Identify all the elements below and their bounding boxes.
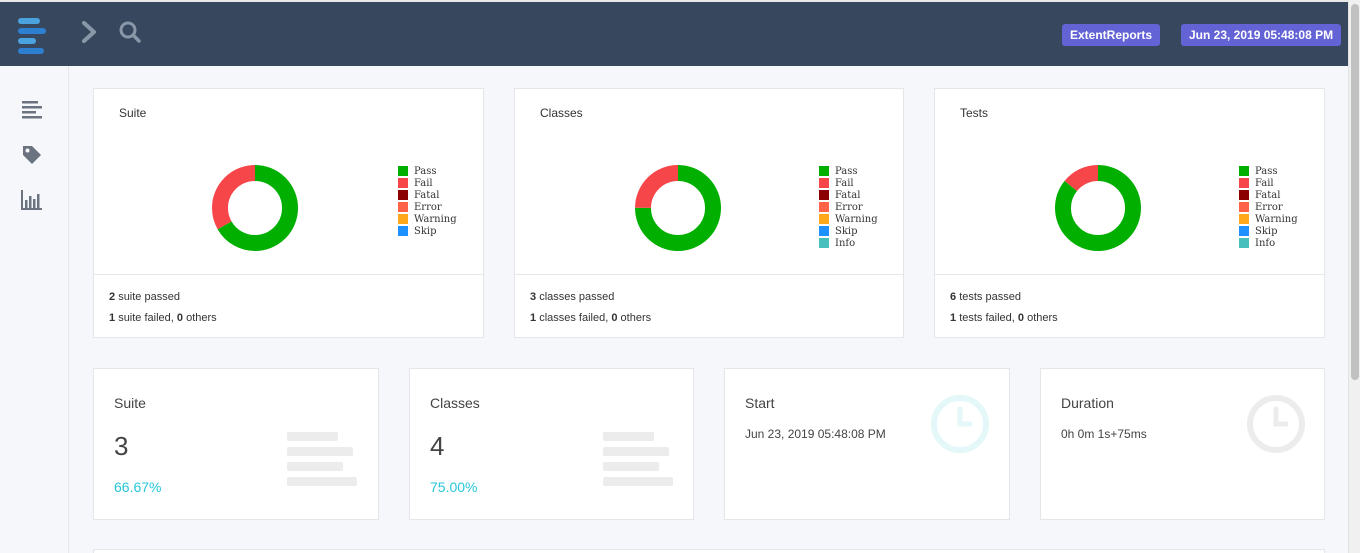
classes-donut-chart[interactable] xyxy=(633,163,723,253)
stat-value: 3 xyxy=(114,431,129,461)
clock-icon xyxy=(931,395,989,453)
stat-value: 4 xyxy=(430,431,445,461)
report-date-badge: Jun 23, 2019 05:48:08 PM xyxy=(1181,24,1342,46)
page-scrollbar[interactable] xyxy=(1348,0,1360,553)
sidebar xyxy=(0,66,69,553)
legend-item-fail: Fail xyxy=(398,177,457,189)
legend-item-skip: Skip xyxy=(819,225,878,237)
duration-stat-card: Duration 0h 0m 1s+75ms xyxy=(1040,368,1325,520)
tests-donut-chart[interactable] xyxy=(1053,163,1143,253)
clock-icon xyxy=(1247,395,1305,453)
card-summary: 3 classes passed 1 classes failed, 0 oth… xyxy=(515,274,903,333)
card-title: Classes xyxy=(540,106,583,120)
next-card-edge xyxy=(93,549,1325,553)
card-summary: 2 suite passed 1 suite failed, 0 others xyxy=(94,274,483,333)
brand-badge: ExtentReports xyxy=(1062,24,1161,46)
suite-chart-card: Suite Pass Fail Fatal Error Warning Skip… xyxy=(93,88,484,338)
legend-item-fatal: Fatal xyxy=(819,189,878,201)
suite-stat-card: Suite 3 66.67% xyxy=(93,368,379,520)
legend-item-fatal: Fatal xyxy=(1239,189,1298,201)
stat-label: Suite xyxy=(114,395,146,411)
fail-slice[interactable] xyxy=(635,165,721,251)
legend-item-skip: Skip xyxy=(398,225,457,237)
card-title: Suite xyxy=(119,106,147,120)
legend-item-error: Error xyxy=(819,201,878,213)
legend-item-fatal: Fatal xyxy=(398,189,457,201)
stat-percent: 75.00% xyxy=(430,479,478,495)
stat-percent: 66.67% xyxy=(114,479,162,495)
card-title: Tests xyxy=(960,106,989,120)
duration-time: 0h 0m 1s+75ms xyxy=(1061,427,1147,441)
suite-donut-chart[interactable] xyxy=(210,163,300,253)
classes-chart-card: Classes Pass Fail Fatal Error Warning Sk… xyxy=(514,88,904,338)
legend-item-warning: Warning xyxy=(819,213,878,225)
top-navbar: ExtentReports Jun 23, 2019 05:48:08 PM xyxy=(0,0,1348,66)
stat-label: Classes xyxy=(430,395,480,411)
tests-chart-card: Tests Pass Fail Fatal Error Warning Skip… xyxy=(934,88,1325,338)
bar-chart-icon[interactable] xyxy=(20,188,44,212)
legend-item-pass: Pass xyxy=(398,165,457,177)
legend-item-skip: Skip xyxy=(1239,225,1298,237)
placeholder-bars xyxy=(287,432,357,492)
start-time: Jun 23, 2019 05:48:08 PM xyxy=(745,427,886,441)
placeholder-bars xyxy=(603,432,673,492)
stat-label: Start xyxy=(745,395,775,411)
legend-item-warning: Warning xyxy=(1239,213,1298,225)
scrollbar-thumb[interactable] xyxy=(1351,4,1359,380)
legend-item-error: Error xyxy=(1239,201,1298,213)
legend-item-pass: Pass xyxy=(819,165,878,177)
legend-item-info: Info xyxy=(819,237,878,249)
legend-item-warning: Warning xyxy=(398,213,457,225)
classes-stat-card: Classes 4 75.00% xyxy=(409,368,694,520)
list-icon[interactable] xyxy=(20,98,44,122)
chart-legend: Pass Fail Fatal Error Warning Skip Info xyxy=(819,165,878,249)
card-summary: 6 tests passed 1 tests failed, 0 others xyxy=(935,274,1324,333)
tag-icon[interactable] xyxy=(20,143,44,167)
search-icon[interactable] xyxy=(118,20,142,44)
extent-logo-icon[interactable] xyxy=(18,16,50,54)
chart-legend: Pass Fail Fatal Error Warning Skip Info xyxy=(1239,165,1298,249)
legend-item-fail: Fail xyxy=(819,177,878,189)
legend-item-pass: Pass xyxy=(1239,165,1298,177)
chart-legend: Pass Fail Fatal Error Warning Skip xyxy=(398,165,457,237)
chevron-right-icon[interactable] xyxy=(80,20,100,44)
stat-label: Duration xyxy=(1061,395,1114,411)
start-stat-card: Start Jun 23, 2019 05:48:08 PM xyxy=(724,368,1010,520)
legend-item-info: Info xyxy=(1239,237,1298,249)
fail-slice[interactable] xyxy=(212,165,298,251)
fail-slice[interactable] xyxy=(1055,165,1141,251)
legend-item-error: Error xyxy=(398,201,457,213)
legend-item-fail: Fail xyxy=(1239,177,1298,189)
